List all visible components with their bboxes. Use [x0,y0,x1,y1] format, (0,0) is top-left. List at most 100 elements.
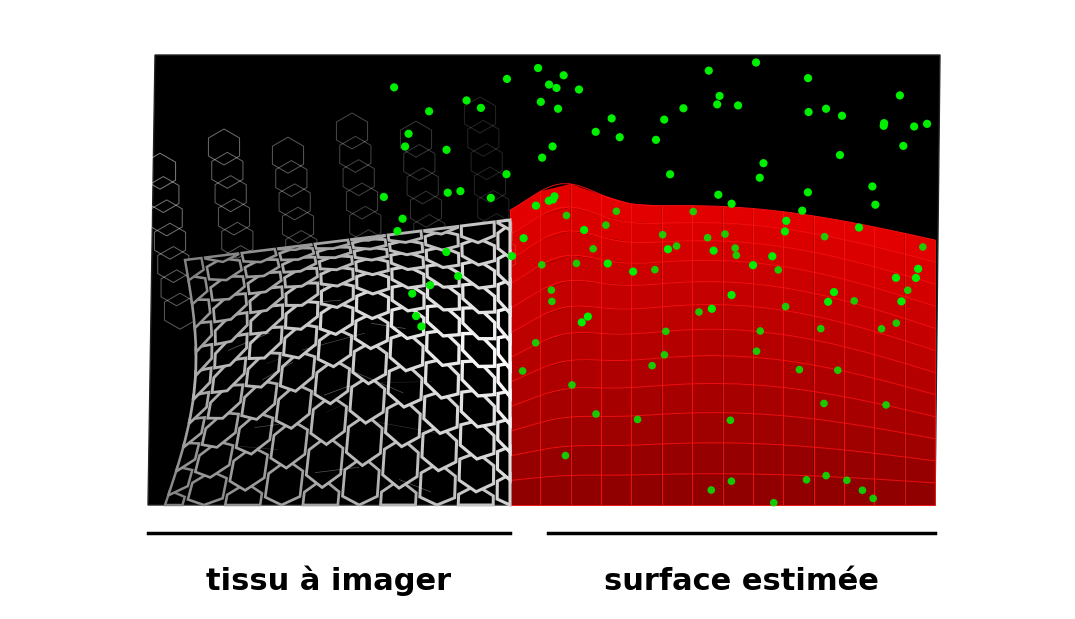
Polygon shape [353,239,386,249]
Polygon shape [814,216,844,240]
Point [533,153,550,163]
Point [527,338,544,348]
Polygon shape [692,206,722,223]
Polygon shape [303,478,339,505]
Polygon shape [541,231,571,265]
Point [395,214,412,223]
Polygon shape [424,391,458,433]
Polygon shape [784,360,814,392]
Polygon shape [784,247,814,272]
Polygon shape [752,209,784,229]
Point [421,280,439,290]
Polygon shape [692,356,722,384]
Point [705,246,722,256]
Polygon shape [541,475,571,505]
Polygon shape [844,259,874,288]
Point [439,188,456,197]
Polygon shape [631,222,662,242]
Polygon shape [571,360,601,389]
Polygon shape [874,332,905,363]
Polygon shape [722,356,752,385]
Point [699,233,716,243]
Polygon shape [425,227,458,234]
Point [629,415,646,425]
Point [854,485,871,495]
Polygon shape [814,253,844,279]
Point [798,475,815,485]
Polygon shape [176,443,199,472]
Point [690,307,707,317]
Polygon shape [752,474,784,505]
Polygon shape [662,356,692,386]
Point [899,285,916,295]
Polygon shape [510,423,541,456]
Point [770,265,787,275]
Point [407,311,425,321]
Polygon shape [814,316,844,347]
Polygon shape [814,476,844,505]
Point [751,173,769,183]
Point [846,296,863,306]
Polygon shape [215,313,247,344]
Polygon shape [286,283,318,305]
Polygon shape [722,241,752,262]
Polygon shape [631,444,662,475]
Polygon shape [391,252,424,269]
Point [875,121,892,131]
Polygon shape [752,262,784,288]
Polygon shape [814,340,844,371]
Polygon shape [426,359,459,398]
Polygon shape [183,417,204,448]
Polygon shape [388,231,421,243]
Polygon shape [386,399,420,447]
Point [607,206,625,216]
Polygon shape [462,238,494,265]
Polygon shape [601,360,631,388]
Text: tissu à imager: tissu à imager [206,566,452,596]
Polygon shape [280,248,314,260]
Point [400,129,417,139]
Polygon shape [874,428,905,457]
Polygon shape [196,344,212,376]
Point [716,229,733,239]
Polygon shape [874,355,905,386]
Polygon shape [458,485,493,505]
Polygon shape [905,297,935,328]
Point [850,223,868,233]
Polygon shape [498,419,510,452]
Polygon shape [510,265,541,308]
Polygon shape [236,413,273,454]
Polygon shape [317,247,350,258]
Polygon shape [498,252,510,285]
Point [819,297,836,306]
Point [499,74,516,84]
Point [644,361,661,371]
Polygon shape [601,237,631,263]
Point [420,106,438,116]
Point [668,241,685,251]
Polygon shape [662,223,692,242]
Point [498,169,515,179]
Point [831,150,848,160]
Polygon shape [601,283,631,309]
Point [656,350,673,360]
Polygon shape [844,240,874,267]
Point [888,318,905,328]
Polygon shape [510,369,541,407]
Polygon shape [315,240,349,249]
Polygon shape [722,413,752,444]
Polygon shape [874,288,905,319]
Point [765,498,783,508]
Polygon shape [541,417,571,450]
Polygon shape [844,450,874,479]
Polygon shape [571,255,601,283]
Polygon shape [462,333,494,366]
Polygon shape [571,280,601,308]
Polygon shape [905,457,935,483]
Polygon shape [662,413,692,444]
Polygon shape [874,453,905,481]
Point [375,192,392,202]
Point [483,193,500,203]
Point [571,85,588,95]
Point [585,244,602,254]
